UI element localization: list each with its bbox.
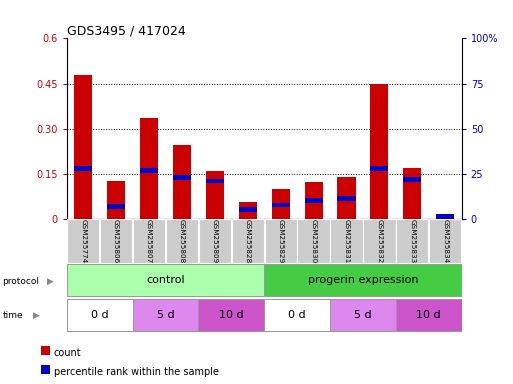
Text: GSM255774: GSM255774 <box>80 219 86 263</box>
Bar <box>231 219 264 263</box>
Bar <box>338 196 356 200</box>
Text: ▶: ▶ <box>47 276 54 286</box>
Text: GSM255834: GSM255834 <box>442 219 448 263</box>
Bar <box>239 207 257 212</box>
Bar <box>199 299 264 331</box>
Bar <box>100 219 132 263</box>
Bar <box>239 202 257 219</box>
Text: percentile rank within the sample: percentile rank within the sample <box>54 367 219 377</box>
Bar <box>67 299 132 331</box>
Bar <box>363 219 396 263</box>
Bar <box>396 219 428 263</box>
Text: 5 d: 5 d <box>156 310 174 320</box>
Bar <box>338 177 356 219</box>
Bar <box>265 219 297 263</box>
Bar <box>67 265 264 296</box>
Text: GSM255806: GSM255806 <box>113 219 119 263</box>
Bar <box>133 219 165 263</box>
Text: GSM255829: GSM255829 <box>278 219 284 263</box>
Text: 10 d: 10 d <box>417 310 441 320</box>
Bar <box>403 168 421 219</box>
Bar <box>166 219 198 263</box>
Text: GSM255807: GSM255807 <box>146 219 152 263</box>
Bar <box>330 219 363 263</box>
Bar <box>396 299 462 331</box>
Bar <box>370 84 388 219</box>
Bar <box>271 189 290 219</box>
Text: 10 d: 10 d <box>219 310 244 320</box>
Text: ▶: ▶ <box>33 311 40 320</box>
Bar <box>206 179 224 184</box>
Bar <box>305 182 323 219</box>
Text: GSM255809: GSM255809 <box>212 219 218 263</box>
Text: GSM255808: GSM255808 <box>179 219 185 263</box>
Bar <box>403 177 421 182</box>
Text: GSM255831: GSM255831 <box>344 219 349 263</box>
Bar <box>173 145 191 219</box>
Bar <box>132 299 199 331</box>
Text: control: control <box>146 275 185 285</box>
Text: 0 d: 0 d <box>288 310 306 320</box>
Bar <box>206 171 224 219</box>
Bar <box>140 168 158 172</box>
Bar <box>264 265 462 296</box>
Text: count: count <box>54 348 82 358</box>
Text: progerin expression: progerin expression <box>308 275 418 285</box>
Bar <box>330 299 396 331</box>
Bar <box>67 219 100 263</box>
Text: 5 d: 5 d <box>354 310 372 320</box>
Text: GSM255832: GSM255832 <box>377 219 382 263</box>
Text: GDS3495 / 417024: GDS3495 / 417024 <box>67 24 185 37</box>
Bar <box>199 219 231 263</box>
Bar <box>436 214 455 219</box>
Bar <box>305 199 323 203</box>
Bar <box>271 203 290 207</box>
Bar <box>370 166 388 171</box>
Text: GSM255828: GSM255828 <box>245 219 251 263</box>
Text: time: time <box>3 311 23 320</box>
Bar <box>436 217 455 219</box>
Text: GSM255830: GSM255830 <box>310 219 317 263</box>
Bar <box>107 181 125 219</box>
Bar <box>140 118 158 219</box>
Text: GSM255833: GSM255833 <box>409 219 416 263</box>
Bar <box>429 219 461 263</box>
Bar <box>173 175 191 180</box>
Bar <box>107 204 125 209</box>
Bar <box>298 219 330 263</box>
Text: 0 d: 0 d <box>91 310 108 320</box>
Bar <box>74 166 92 171</box>
Bar <box>74 75 92 219</box>
Bar <box>264 299 330 331</box>
Text: protocol: protocol <box>3 276 40 286</box>
